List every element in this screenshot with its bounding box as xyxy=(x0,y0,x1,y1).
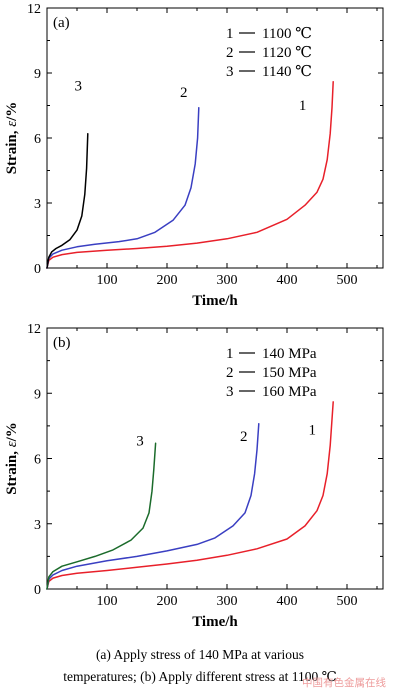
series-line-1 xyxy=(46,80,334,269)
curve-label-1: 1 xyxy=(299,98,307,114)
y-tick-label: 12 xyxy=(27,322,41,337)
x-tick-label: 100 xyxy=(97,594,118,609)
x-tick-label: 500 xyxy=(337,273,358,288)
legend-number: 1 xyxy=(226,26,234,42)
legend-number: 2 xyxy=(226,45,234,61)
x-tick-label: 300 xyxy=(217,594,238,609)
legend-label: 140 MPa xyxy=(262,346,317,362)
x-axis-title: Time/h xyxy=(192,293,238,309)
legend-number: 2 xyxy=(226,365,234,381)
series-line-3 xyxy=(46,442,157,590)
legend-label: 150 MPa xyxy=(262,365,317,381)
y-axis-title-suffix: /% xyxy=(4,102,20,122)
curve-label-2: 2 xyxy=(240,429,248,445)
series-line-2 xyxy=(46,422,260,590)
curve-label-1: 1 xyxy=(308,423,316,439)
x-tick-label: 400 xyxy=(277,273,298,288)
y-axis-title-symbol: ε xyxy=(4,441,20,447)
series-line-2 xyxy=(46,106,200,269)
y-axis-title-prefix: Strain, xyxy=(4,447,20,495)
legend-number: 3 xyxy=(226,384,234,400)
y-tick-label: 0 xyxy=(34,262,41,277)
series-line-1 xyxy=(46,401,334,590)
y-tick-label: 9 xyxy=(34,67,41,82)
legend-label: 1140 ℃ xyxy=(262,64,312,80)
legend-label: 160 MPa xyxy=(262,384,317,400)
legend-label: 1120 ℃ xyxy=(262,45,312,61)
curve-label-2: 2 xyxy=(180,85,188,101)
x-tick-label: 400 xyxy=(277,594,298,609)
y-axis-title-suffix: /% xyxy=(4,422,20,442)
plot-frame xyxy=(46,7,384,269)
y-tick-label: 12 xyxy=(27,2,41,17)
legend-label: 1100 ℃ xyxy=(262,26,312,42)
y-axis-title: Strain, ε/% xyxy=(4,422,20,495)
series-line-3 xyxy=(46,132,89,269)
y-tick-label: 0 xyxy=(34,583,41,598)
x-tick-label: 100 xyxy=(97,273,118,288)
x-tick-label: 200 xyxy=(157,273,178,288)
y-tick-label: 3 xyxy=(34,518,41,533)
panel-label: (b) xyxy=(53,335,71,351)
curve-label-3: 3 xyxy=(74,78,82,94)
watermark: 中国有色金属在线 xyxy=(302,677,386,689)
caption-line-2: temperatures; (b) Apply different stress… xyxy=(63,669,337,684)
y-axis-title-symbol: ε xyxy=(4,121,20,127)
plot-frame xyxy=(46,327,384,590)
y-tick-label: 6 xyxy=(34,453,41,468)
curve-label-3: 3 xyxy=(136,433,144,449)
y-tick-label: 6 xyxy=(34,132,41,147)
y-axis-title-prefix: Strain, xyxy=(4,127,20,175)
y-tick-label: 9 xyxy=(34,387,41,402)
x-axis-title: Time/h xyxy=(192,614,238,630)
x-tick-label: 500 xyxy=(337,594,358,609)
y-tick-label: 3 xyxy=(34,197,41,212)
figure-caption: (a) Apply stress of 140 MPa at various t… xyxy=(20,644,380,688)
caption-line-1: (a) Apply stress of 140 MPa at various xyxy=(95,647,305,662)
x-tick-label: 300 xyxy=(217,273,238,288)
y-axis-title: Strain, ε/% xyxy=(4,102,20,175)
legend-number: 1 xyxy=(226,346,234,362)
panel-label: (a) xyxy=(53,15,70,31)
x-tick-label: 200 xyxy=(157,594,178,609)
legend-number: 3 xyxy=(226,64,234,80)
